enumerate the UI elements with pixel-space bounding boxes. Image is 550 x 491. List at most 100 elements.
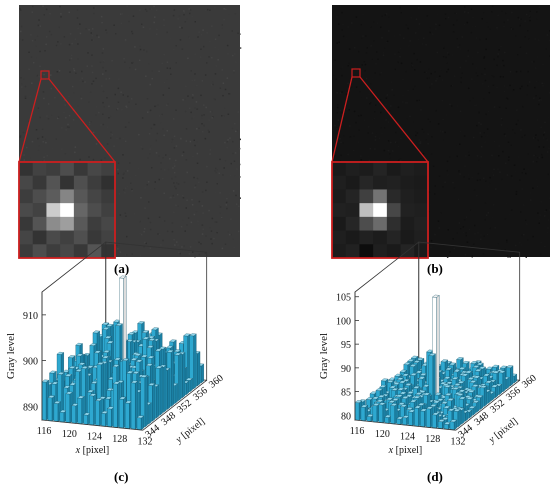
bar-top [135, 364, 144, 368]
bar-top [119, 359, 128, 362]
bar-side [462, 367, 466, 382]
bar [166, 347, 171, 397]
bar-side [476, 365, 480, 387]
bar-side [478, 360, 482, 380]
bar-side [90, 365, 94, 412]
zoom-lines-b [331, 68, 429, 259]
bar-side [132, 401, 136, 427]
bar-side [124, 409, 128, 423]
bar-side [173, 339, 177, 384]
bar-top [450, 405, 459, 408]
inset-pixel [332, 216, 347, 231]
bar-side [431, 409, 435, 422]
bar-side [456, 387, 460, 408]
bar-side [442, 365, 446, 377]
bar-side [197, 351, 201, 387]
bar [369, 393, 375, 409]
bar [68, 368, 74, 411]
bar-top [454, 406, 463, 410]
bar-top [112, 381, 121, 385]
bar [80, 390, 86, 412]
bar-top [360, 404, 369, 408]
bar-side [151, 356, 155, 412]
bar-top [94, 350, 103, 354]
bar [137, 376, 143, 414]
bar-side [101, 373, 105, 394]
bar-side [407, 396, 411, 410]
bar [416, 391, 422, 404]
bar-side [422, 403, 426, 424]
bar-top [449, 383, 457, 386]
bar [152, 365, 158, 402]
bar [187, 353, 192, 386]
bar-side [138, 397, 142, 417]
bar-top [160, 351, 169, 355]
bar-top [438, 403, 447, 406]
bar [414, 359, 420, 374]
bar-top [144, 376, 152, 379]
bar-top [397, 387, 405, 391]
inset-pixel [19, 203, 34, 218]
bar-top [422, 361, 431, 365]
bar-top [165, 346, 173, 350]
bar [147, 357, 152, 412]
bar [477, 387, 483, 404]
bar-side [427, 377, 431, 388]
bar [144, 404, 149, 425]
bar [459, 392, 465, 402]
panel-label-b: (b) [427, 261, 443, 276]
bar-top [130, 357, 138, 361]
bar [411, 397, 416, 414]
bar-side [92, 389, 96, 406]
bar-side [55, 381, 59, 419]
bar-side [135, 330, 139, 377]
bar-top [75, 342, 83, 346]
bar [452, 389, 457, 408]
bar-side [74, 376, 78, 404]
bar-side [73, 382, 77, 421]
inset-pixel [101, 230, 116, 245]
bar [376, 401, 381, 420]
bar-top [56, 351, 65, 355]
bar [185, 379, 191, 392]
bar-top [115, 329, 124, 333]
bar [83, 414, 88, 425]
bar-top [75, 353, 84, 357]
bar-top [105, 323, 114, 327]
bar-side [426, 380, 430, 395]
bar-side [101, 383, 105, 404]
bar [142, 338, 147, 395]
inset-pixel [60, 203, 75, 218]
bar [135, 367, 141, 384]
bar-side [154, 383, 158, 399]
bar-top [468, 367, 476, 370]
bar-side [490, 366, 494, 381]
bar [82, 385, 87, 405]
bar [450, 407, 456, 414]
bar [465, 372, 470, 392]
bar-top [149, 354, 158, 357]
bar-side [431, 365, 435, 385]
inset-pixel [73, 230, 88, 245]
bar [462, 372, 468, 389]
bar [99, 377, 105, 407]
bar [163, 360, 168, 384]
bar-top [438, 364, 446, 368]
bar-side [120, 329, 123, 379]
bar-side [455, 373, 459, 388]
bar-top [393, 408, 402, 412]
bar-side [191, 352, 195, 386]
bar-top [469, 398, 478, 402]
bar [128, 364, 133, 390]
bar-top [180, 350, 189, 354]
bar-side [464, 390, 467, 402]
bar-side [468, 372, 472, 383]
bar [477, 378, 482, 394]
image-background [19, 5, 240, 257]
bar-top [103, 333, 112, 337]
bar [421, 365, 426, 385]
bar-side [112, 377, 116, 411]
bar-top [448, 397, 456, 401]
bar [124, 367, 130, 393]
bar-side [174, 361, 178, 394]
